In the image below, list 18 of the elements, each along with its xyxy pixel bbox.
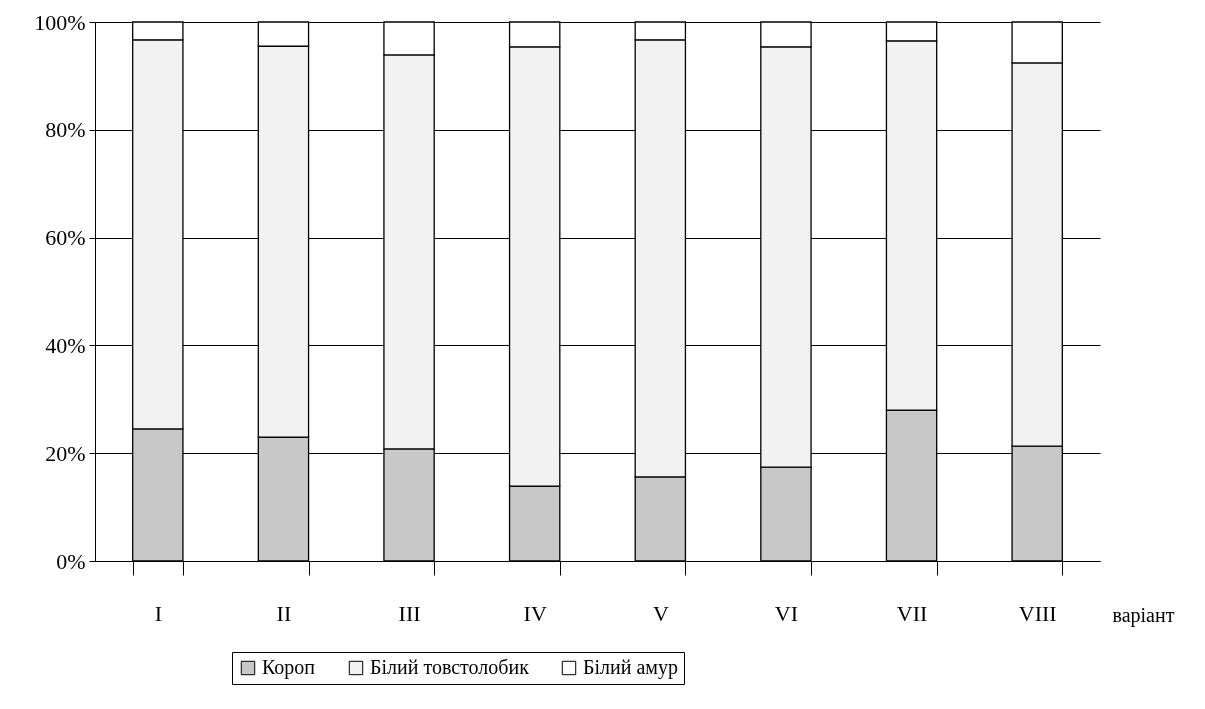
- x-tick-label: III: [398, 600, 421, 626]
- x-axis-title: варіант: [1112, 603, 1175, 627]
- x-tick-label: IV: [523, 600, 547, 626]
- x-tick-label: II: [276, 600, 292, 626]
- y-tick-label: 40%: [45, 332, 86, 358]
- x-tick-label: VIII: [1018, 600, 1057, 626]
- y-tick-label: 0%: [56, 548, 86, 574]
- x-tick-label: VI: [774, 600, 799, 626]
- y-tick-label: 80%: [45, 117, 86, 143]
- legend-label: Білий амур: [583, 656, 678, 679]
- y-tick-label: 20%: [45, 440, 86, 466]
- x-tick-label: V: [652, 600, 669, 626]
- y-tick-label: 100%: [34, 9, 86, 35]
- x-tick-label: VII: [896, 600, 928, 626]
- x-tick-label: I: [154, 600, 162, 626]
- legend-label: Білий товстолобик: [370, 656, 530, 678]
- legend-label: Короп: [262, 656, 316, 679]
- y-tick-label: 60%: [45, 225, 86, 251]
